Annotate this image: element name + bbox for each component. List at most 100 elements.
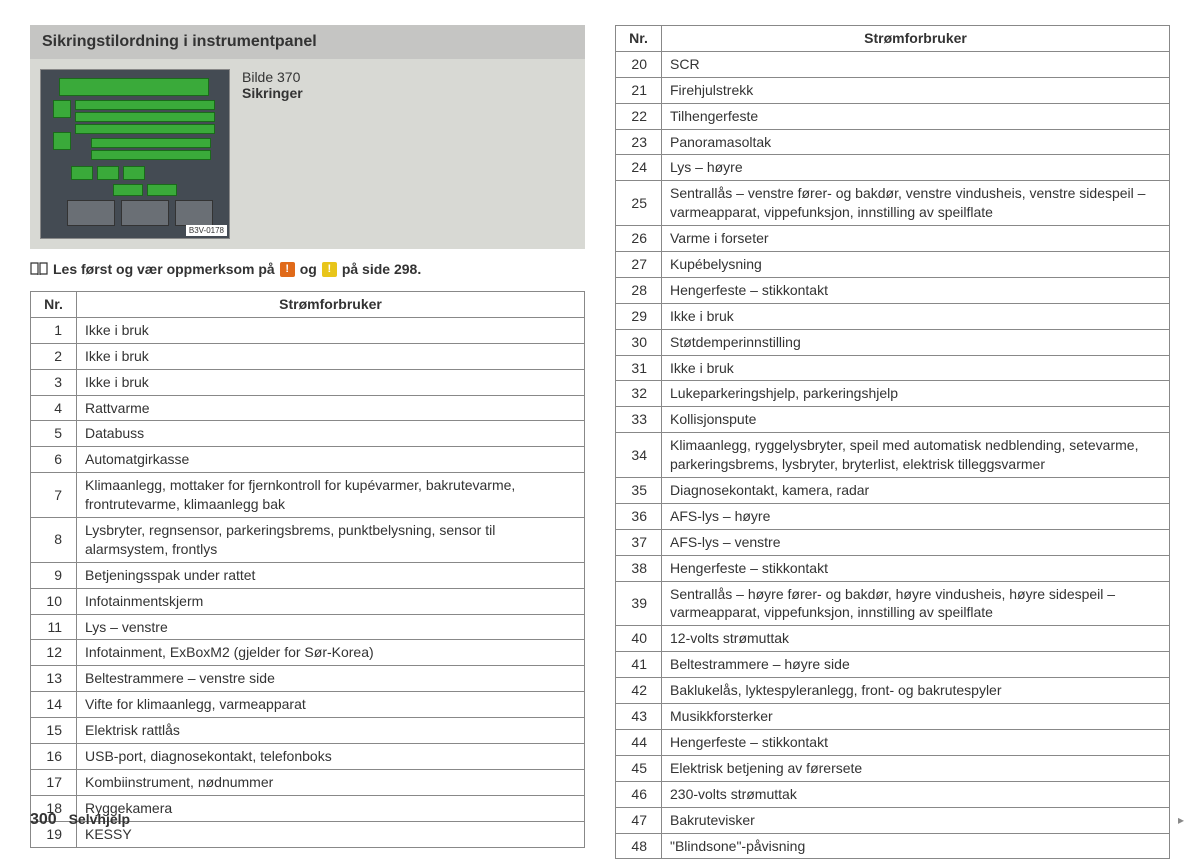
table-row: 47Bakrutevisker xyxy=(616,807,1170,833)
cell-consumer: Lys – venstre xyxy=(77,614,585,640)
cell-nr: 9 xyxy=(31,562,77,588)
cell-nr: 39 xyxy=(616,581,662,626)
cell-consumer: Tilhengerfeste xyxy=(662,103,1170,129)
cell-consumer: Automatgirkasse xyxy=(77,447,585,473)
cell-consumer: Ikke i bruk xyxy=(662,355,1170,381)
table-row: 46230-volts strømuttak xyxy=(616,781,1170,807)
cell-nr: 44 xyxy=(616,729,662,755)
cell-nr: 13 xyxy=(31,666,77,692)
table-row: 5Databuss xyxy=(31,421,585,447)
cell-consumer: Ikke i bruk xyxy=(77,369,585,395)
table-row: 38Hengerfeste – stikkontakt xyxy=(616,555,1170,581)
cell-nr: 17 xyxy=(31,769,77,795)
cell-nr: 6 xyxy=(31,447,77,473)
cell-consumer: Kombiinstrument, nødnummer xyxy=(77,769,585,795)
book-icon xyxy=(30,262,48,276)
table-row: 28Hengerfeste – stikkontakt xyxy=(616,277,1170,303)
notice-line: Les først og vær oppmerksom på ! og ! på… xyxy=(30,261,585,277)
cell-consumer: Beltestrammere – høyre side xyxy=(662,652,1170,678)
table-row: 13Beltestrammere – venstre side xyxy=(31,666,585,692)
fuse-diagram: B3V-0178 xyxy=(40,69,230,239)
cell-nr: 43 xyxy=(616,704,662,730)
cell-nr: 14 xyxy=(31,692,77,718)
table-row: 6Automatgirkasse xyxy=(31,447,585,473)
cell-consumer: Databuss xyxy=(77,421,585,447)
cell-consumer: Ikke i bruk xyxy=(77,343,585,369)
table-row: 29Ikke i bruk xyxy=(616,303,1170,329)
cell-consumer: Bakrutevisker xyxy=(662,807,1170,833)
table-row: 4012-volts strømuttak xyxy=(616,626,1170,652)
left-column: Sikringstilordning i instrumentpanel xyxy=(30,25,585,859)
table-row: 20SCR xyxy=(616,51,1170,77)
cell-nr: 23 xyxy=(616,129,662,155)
table-row: 9Betjeningsspak under rattet xyxy=(31,562,585,588)
cell-nr: 37 xyxy=(616,529,662,555)
cell-consumer: Baklukelås, lyktespyleranlegg, front- og… xyxy=(662,678,1170,704)
warning-badge-yellow: ! xyxy=(322,262,337,277)
cell-nr: 1 xyxy=(31,317,77,343)
cell-consumer: Panoramasoltak xyxy=(662,129,1170,155)
cell-nr: 29 xyxy=(616,303,662,329)
cell-consumer: AFS-lys – høyre xyxy=(662,503,1170,529)
cell-consumer: SCR xyxy=(662,51,1170,77)
cell-consumer: Hengerfeste – stikkontakt xyxy=(662,555,1170,581)
cell-nr: 22 xyxy=(616,103,662,129)
cell-consumer: Lukeparkeringshjelp, parkeringshjelp xyxy=(662,381,1170,407)
cell-nr: 42 xyxy=(616,678,662,704)
cell-consumer: Vifte for klimaanlegg, varmeapparat xyxy=(77,692,585,718)
table-row: 10Infotainmentskjerm xyxy=(31,588,585,614)
cell-nr: 26 xyxy=(616,226,662,252)
table-row: 7Klimaanlegg, mottaker for fjernkontroll… xyxy=(31,473,585,518)
continue-arrow-icon: ▸ xyxy=(1178,813,1184,827)
table-row: 14Vifte for klimaanlegg, varmeapparat xyxy=(31,692,585,718)
cell-nr: 5 xyxy=(31,421,77,447)
table-row: 30Støtdemperinnstilling xyxy=(616,329,1170,355)
figure-caption: Bilde 370 Sikringer xyxy=(242,69,303,101)
cell-consumer: Kollisjonspute xyxy=(662,407,1170,433)
cell-nr: 8 xyxy=(31,518,77,563)
cell-nr: 32 xyxy=(616,381,662,407)
cell-nr: 12 xyxy=(31,640,77,666)
cell-consumer: Ryggekamera xyxy=(77,795,585,821)
table-row: 16USB-port, diagnosekontakt, telefonboks xyxy=(31,744,585,770)
caption-line2: Sikringer xyxy=(242,85,303,101)
cell-consumer: Betjeningsspak under rattet xyxy=(77,562,585,588)
cell-consumer: Sentrallås – høyre fører- og bakdør, høy… xyxy=(662,581,1170,626)
table-row: 35Diagnosekontakt, kamera, radar xyxy=(616,478,1170,504)
cell-nr: 4 xyxy=(31,395,77,421)
cell-nr: 2 xyxy=(31,343,77,369)
table-row: 27Kupébelysning xyxy=(616,252,1170,278)
table-row: 12Infotainment, ExBoxM2 (gjelder for Sør… xyxy=(31,640,585,666)
cell-consumer: Støtdemperinnstilling xyxy=(662,329,1170,355)
cell-consumer: 12-volts strømuttak xyxy=(662,626,1170,652)
cell-nr: 45 xyxy=(616,755,662,781)
cell-nr: 28 xyxy=(616,277,662,303)
table-row: 25Sentrallås – venstre fører- og bakdør,… xyxy=(616,181,1170,226)
cell-nr: 16 xyxy=(31,744,77,770)
table-row: 8Lysbryter, regnsensor, parkeringsbrems,… xyxy=(31,518,585,563)
diagram-label: B3V-0178 xyxy=(186,225,227,236)
table-row: 34Klimaanlegg, ryggelysbryter, speil med… xyxy=(616,433,1170,478)
cell-nr: 33 xyxy=(616,407,662,433)
cell-consumer: Kupébelysning xyxy=(662,252,1170,278)
cell-consumer: Hengerfeste – stikkontakt xyxy=(662,729,1170,755)
notice-mid: og xyxy=(300,261,317,277)
cell-nr: 46 xyxy=(616,781,662,807)
cell-nr: 38 xyxy=(616,555,662,581)
cell-consumer: Elektrisk betjening av førersete xyxy=(662,755,1170,781)
cell-consumer: "Blindsone"-påvisning xyxy=(662,833,1170,859)
cell-nr: 7 xyxy=(31,473,77,518)
cell-nr: 40 xyxy=(616,626,662,652)
notice-prefix: Les først og vær oppmerksom på xyxy=(53,261,275,277)
cell-consumer: Ikke i bruk xyxy=(662,303,1170,329)
page-footer: 300 Selvhjelp xyxy=(30,811,130,829)
table-row: 11Lys – venstre xyxy=(31,614,585,640)
table-row: 17Kombiinstrument, nødnummer xyxy=(31,769,585,795)
table-row: 3Ikke i bruk xyxy=(31,369,585,395)
table-row: 24Lys – høyre xyxy=(616,155,1170,181)
table-row: 4Rattvarme xyxy=(31,395,585,421)
th-nr: Nr. xyxy=(31,292,77,318)
cell-nr: 47 xyxy=(616,807,662,833)
table-row: 43Musikkforsterker xyxy=(616,704,1170,730)
cell-consumer: Sentrallås – venstre fører- og bakdør, v… xyxy=(662,181,1170,226)
